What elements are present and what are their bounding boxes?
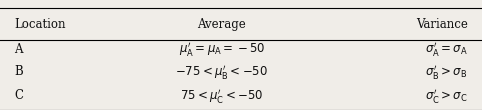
- Text: $\sigma_{\mathrm{A}}^{\prime} = \sigma_{\mathrm{A}}$: $\sigma_{\mathrm{A}}^{\prime} = \sigma_{…: [425, 40, 468, 59]
- Text: Average: Average: [197, 18, 246, 31]
- Text: A: A: [14, 43, 23, 56]
- Text: C: C: [14, 89, 24, 102]
- Text: B: B: [14, 65, 23, 78]
- Text: Location: Location: [14, 18, 66, 31]
- Text: $\sigma_{\mathrm{B}}^{\prime} > \sigma_{\mathrm{B}}$: $\sigma_{\mathrm{B}}^{\prime} > \sigma_{…: [425, 62, 468, 81]
- Text: Variance: Variance: [415, 18, 468, 31]
- Text: $75 < \mu_{\mathrm{C}}^{\prime} < -50$: $75 < \mu_{\mathrm{C}}^{\prime} < -50$: [180, 87, 263, 105]
- Text: $\sigma_{\mathrm{C}}^{\prime} > \sigma_{\mathrm{C}}$: $\sigma_{\mathrm{C}}^{\prime} > \sigma_{…: [425, 87, 468, 105]
- Text: $-75 < \mu_{\mathrm{B}}^{\prime} < -50$: $-75 < \mu_{\mathrm{B}}^{\prime} < -50$: [175, 62, 268, 81]
- Text: $\mu_{\mathrm{A}}^{\prime} = \mu_{\mathrm{A}} = -50$: $\mu_{\mathrm{A}}^{\prime} = \mu_{\mathr…: [178, 40, 265, 59]
